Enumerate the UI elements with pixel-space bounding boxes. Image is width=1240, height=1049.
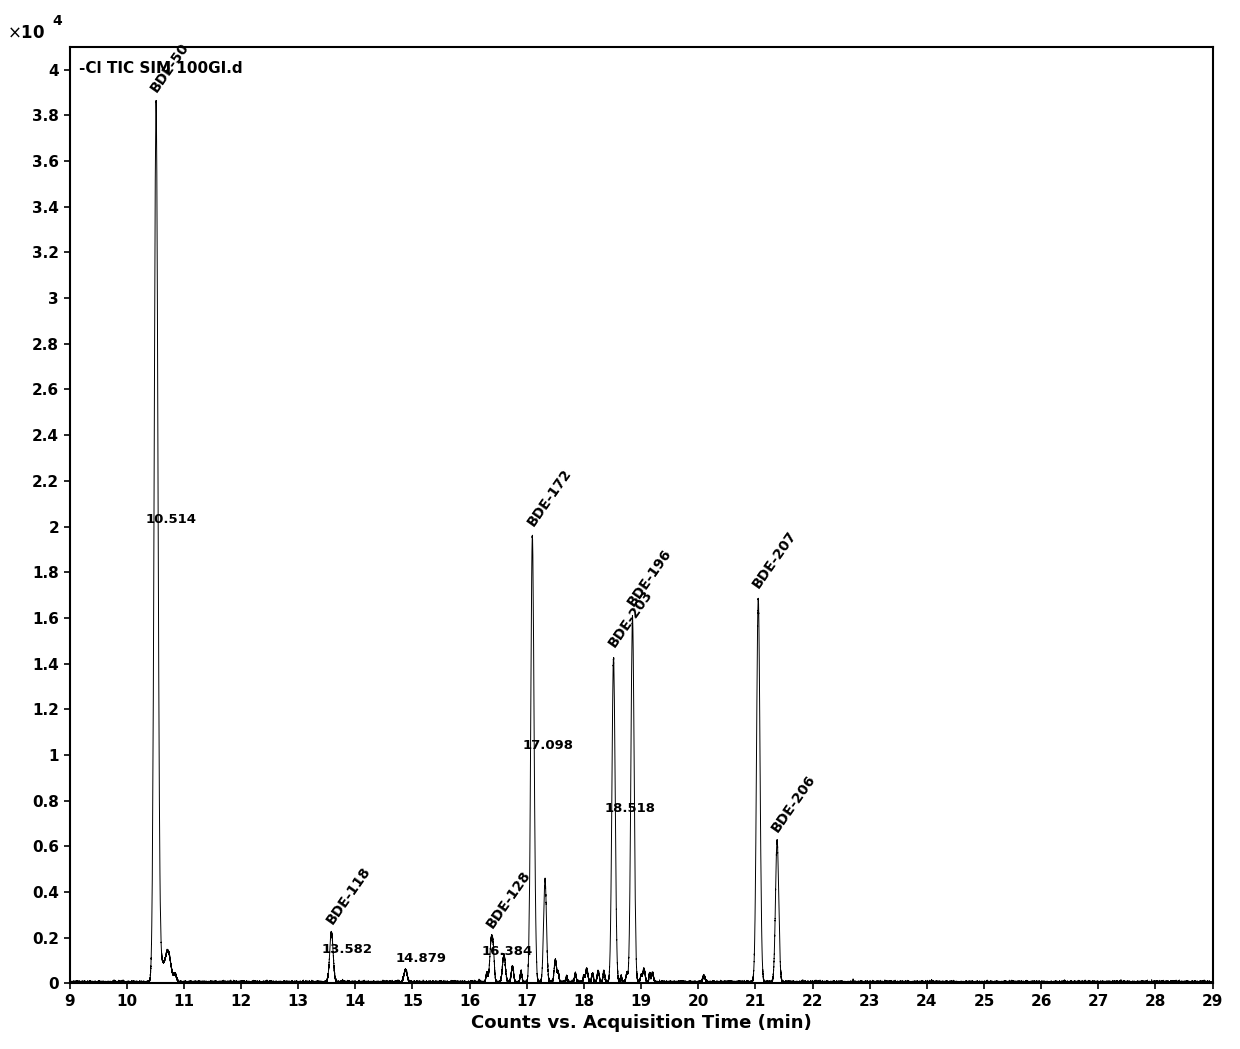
Text: BDE-128: BDE-128 <box>484 869 533 930</box>
Text: 4: 4 <box>52 14 62 28</box>
Text: -Cl TIC SIM 100GI.d: -Cl TIC SIM 100GI.d <box>78 61 242 76</box>
Text: 16.384: 16.384 <box>481 945 532 958</box>
Text: BDE-196: BDE-196 <box>625 547 675 608</box>
Text: BDE-206: BDE-206 <box>769 772 818 835</box>
Text: 17.098: 17.098 <box>522 738 573 752</box>
Text: BDE-172: BDE-172 <box>525 467 574 529</box>
Text: 18.518: 18.518 <box>605 801 656 815</box>
Text: BDE-207: BDE-207 <box>750 528 800 591</box>
Text: 13.582: 13.582 <box>321 943 372 956</box>
Text: $\times$10: $\times$10 <box>6 24 45 42</box>
Text: BDE-203: BDE-203 <box>605 587 655 650</box>
Text: BDE-50: BDE-50 <box>148 40 192 94</box>
X-axis label: Counts vs. Acquisition Time (min): Counts vs. Acquisition Time (min) <box>471 1014 811 1032</box>
Text: 14.879: 14.879 <box>396 951 446 964</box>
Text: BDE-118: BDE-118 <box>324 863 373 926</box>
Text: 10.514: 10.514 <box>146 513 197 526</box>
